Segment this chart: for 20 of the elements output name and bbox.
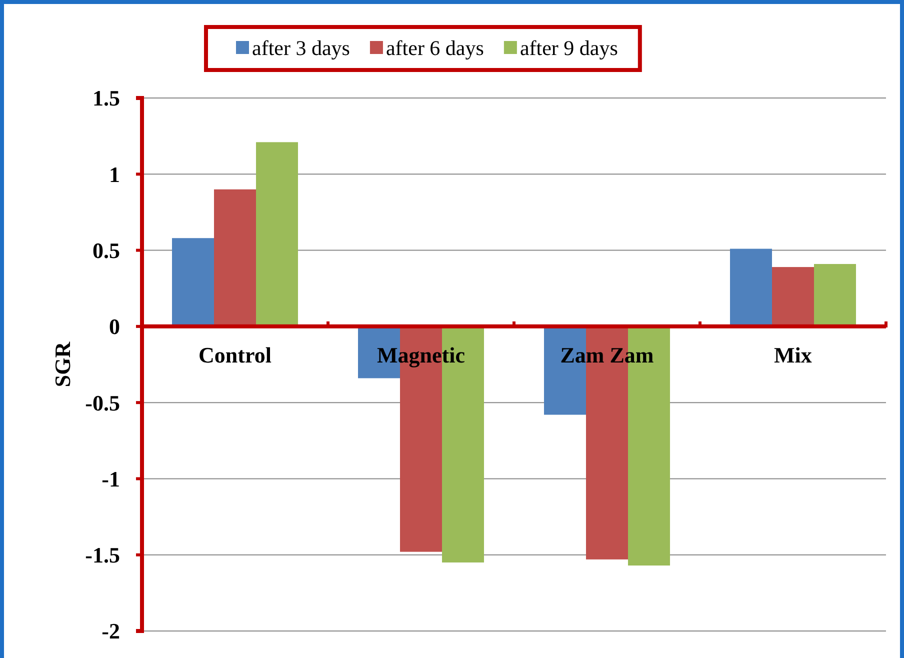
bar [172, 238, 214, 326]
bar [814, 264, 856, 326]
y-tick-label: -1 [102, 466, 120, 492]
bar [256, 142, 298, 326]
y-tick-label: -2 [102, 618, 120, 644]
bar [772, 267, 814, 326]
bar [730, 248, 772, 326]
y-tick-label: 1.5 [92, 86, 120, 111]
y-axis-title: SGR [50, 340, 75, 388]
bar [214, 189, 256, 326]
y-tick-label: 0.5 [92, 238, 120, 263]
legend-label: after 9 days [520, 36, 618, 60]
x-tick-label: Control [198, 342, 272, 368]
y-tick-label: -0.5 [85, 390, 120, 416]
legend-label: after 3 days [252, 36, 350, 60]
y-tick-label: 0 [109, 314, 120, 340]
y-tick-label: 1 [109, 162, 120, 187]
x-tick-label: Mix [774, 342, 812, 368]
y-tick-label: -1.5 [85, 542, 120, 568]
legend-label: after 6 days [386, 36, 484, 60]
